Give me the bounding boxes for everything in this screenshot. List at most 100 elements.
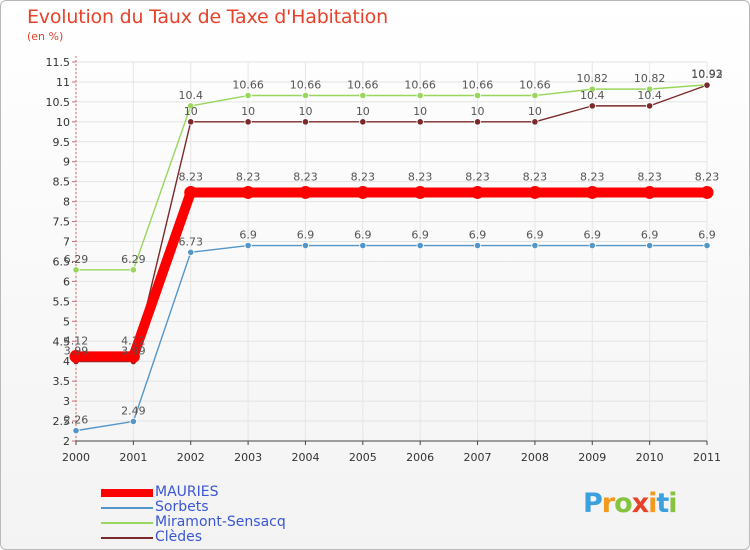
data-point-miramont-sensacq <box>129 266 137 274</box>
series-line-mauries <box>71 187 712 362</box>
data-point-sorbets <box>531 241 539 250</box>
data-point-sorbets <box>129 417 137 426</box>
data-label-sorbets: 6.9 <box>239 229 257 242</box>
data-point-mauries <box>241 185 255 199</box>
data-label-mauries: 8.23 <box>580 170 605 183</box>
data-point-mauries <box>69 349 83 363</box>
data-point-sorbets <box>72 427 80 435</box>
y-tick-label: 8.5 <box>53 176 71 189</box>
data-point-mauries <box>700 185 714 199</box>
y-tick-label: 7 <box>63 236 70 249</box>
logo-letter: o <box>614 488 633 519</box>
data-label-sorbets: 6.9 <box>469 229 487 242</box>
logo-letter: x <box>631 488 649 519</box>
data-point-cledes <box>187 118 195 126</box>
x-tick-label: 2005 <box>349 451 377 464</box>
legend-item-cledes: Clèdes <box>101 529 361 545</box>
y-tick-label: 2 <box>63 435 70 448</box>
series-line-sorbets <box>75 244 708 432</box>
data-label-sorbets: 6.9 <box>297 229 315 242</box>
data-label-mauries: 4.12 <box>64 334 89 347</box>
axes: 2 2.5 3 3.5 4 4.5 5 5.5 6 6.5 7 7.5 8 8.5 9 9.5 10 10.5 11… <box>46 56 721 464</box>
legend-swatch-sorbets <box>101 507 153 509</box>
data-label-miramont-sensacq: 10.4 <box>178 89 203 102</box>
x-tick-label: 2008 <box>521 451 549 464</box>
data-label-sorbets: 6.9 <box>354 229 372 242</box>
legend-item-mauries: MAURIES <box>101 484 361 500</box>
data-point-sorbets <box>473 241 482 250</box>
data-label-miramont-sensacq: 10.82 <box>577 72 609 85</box>
data-label-miramont-sensacq: 10.66 <box>519 79 551 92</box>
y-tick-label: 10.5 <box>46 96 71 109</box>
data-label-mauries: 8.23 <box>408 170 433 183</box>
y-tick-label: 8 <box>63 196 70 209</box>
x-tick-label: 2010 <box>636 451 664 464</box>
x-tick-label: 2009 <box>578 451 606 464</box>
data-point-cledes <box>703 81 711 89</box>
y-tick-label: 5.5 <box>53 295 71 308</box>
y-tick-label: 9.5 <box>53 136 71 149</box>
x-tick-label: 2001 <box>119 451 147 464</box>
data-label-mauries: 8.23 <box>351 170 376 183</box>
legend-label-cledes: Clèdes <box>155 529 203 545</box>
x-tick-label: 2006 <box>406 451 434 464</box>
y-tick-label: 9 <box>63 156 70 169</box>
data-point-mauries <box>356 185 370 199</box>
data-label-mauries: 8.23 <box>695 170 720 183</box>
data-point-sorbets <box>301 241 310 250</box>
data-point-cledes <box>646 102 654 110</box>
data-point-mauries <box>126 349 140 363</box>
y-tick-label: 6.5 <box>53 255 71 268</box>
data-point-sorbets <box>646 241 654 250</box>
proxiti-logo: Proxiti <box>583 488 678 519</box>
data-point-miramont-sensacq <box>72 266 80 274</box>
y-tick-label: 11 <box>56 76 70 89</box>
data-point-mauries <box>298 185 312 199</box>
x-tick-label: 2003 <box>234 451 262 464</box>
data-label-cledes: 10.4 <box>580 89 605 102</box>
data-point-sorbets <box>588 241 596 250</box>
data-label-miramont-sensacq: 10.66 <box>290 79 322 92</box>
data-point-miramont-sensacq <box>588 85 596 93</box>
data-point-sorbets <box>359 241 367 250</box>
x-tick-label: 2002 <box>177 451 205 464</box>
data-label-mauries: 4.12 <box>121 334 146 347</box>
data-label-miramont-sensacq: 10.66 <box>404 79 436 92</box>
data-label-mauries: 8.23 <box>523 170 548 183</box>
data-label-cledes: 3.99 <box>121 345 146 358</box>
data-label-miramont-sensacq: 6.29 <box>64 253 89 266</box>
data-label-cledes: 10 <box>356 105 370 118</box>
data-point-miramont-sensacq <box>359 91 367 100</box>
data-label-sorbets: 6.73 <box>178 235 203 248</box>
data-label-sorbets: 2.26 <box>64 414 89 427</box>
logo-letter: r <box>601 488 615 519</box>
data-label-miramont-sensacq: 10.66 <box>462 79 494 92</box>
y-tick-label: 11.5 <box>46 56 71 69</box>
data-point-mauries <box>184 185 198 199</box>
data-label-sorbets: 6.9 <box>411 229 429 242</box>
data-point-cledes <box>588 102 596 110</box>
data-label-sorbets: 6.9 <box>641 229 659 242</box>
y-tick-label: 3.5 <box>53 375 71 388</box>
data-point-miramont-sensacq <box>473 91 482 100</box>
data-labels: 2.26 2.49 6.73 6.9 6.9 6.9 6.9 6.9 6.9 6.9 6.9 6.9 6… <box>64 68 723 427</box>
y-tick-label: 5 <box>63 315 70 328</box>
series-line-miramont-sensacq <box>75 84 708 271</box>
y-axis-unit-label: (en %) <box>27 30 64 43</box>
data-point-miramont-sensacq <box>187 102 195 110</box>
data-label-cledes: 10 <box>298 105 312 118</box>
logo-letter: i <box>648 488 657 519</box>
data-label-mauries: 8.23 <box>637 170 662 183</box>
y-tick-label: 6 <box>63 275 70 288</box>
series-line-cledes <box>75 84 708 363</box>
data-label-cledes: 3.99 <box>64 345 89 358</box>
logo-letter: P <box>583 488 603 519</box>
data-point-cledes <box>531 118 539 126</box>
data-point-mauries <box>643 185 657 199</box>
data-label-sorbets: 6.9 <box>584 229 602 242</box>
data-point-miramont-sensacq <box>531 91 539 100</box>
data-point-cledes <box>416 118 424 126</box>
data-point-miramont-sensacq <box>301 91 310 100</box>
y-tick-label: 4 <box>63 355 70 368</box>
data-label-sorbets: 6.9 <box>698 229 716 242</box>
